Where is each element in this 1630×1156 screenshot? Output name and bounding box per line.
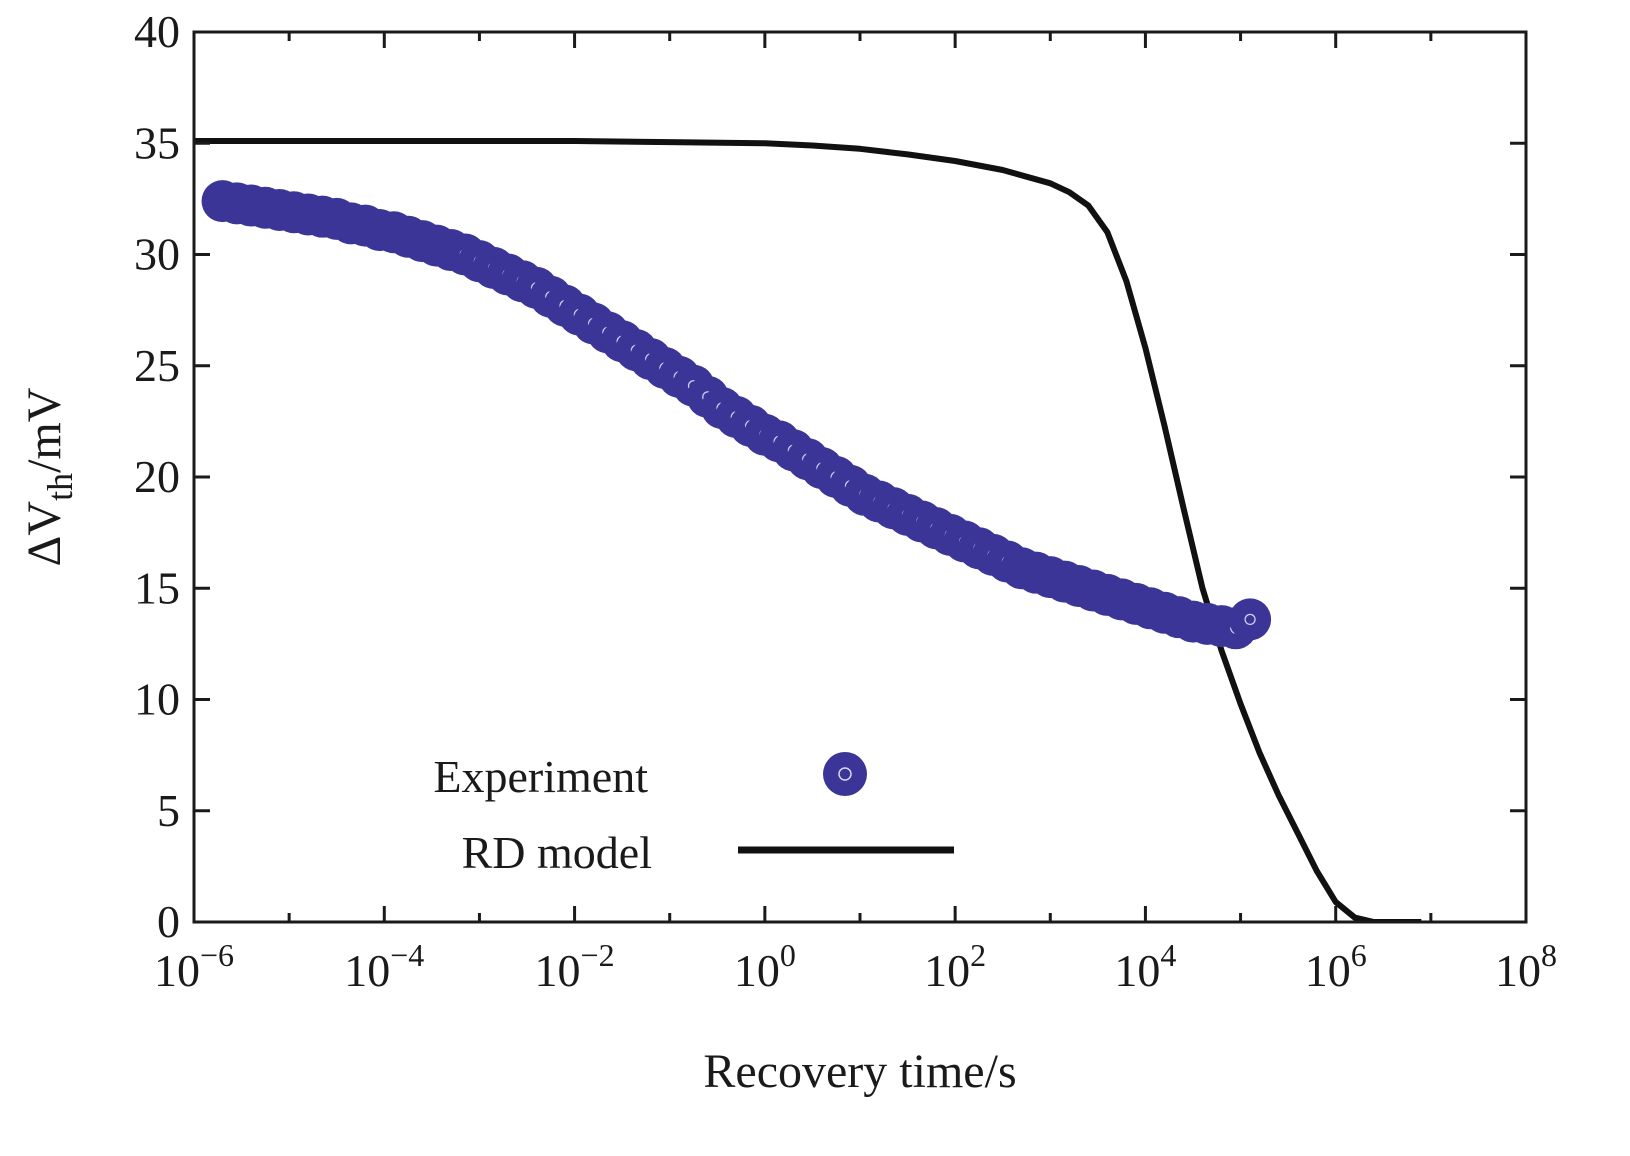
x-tick-label-exponent: −6	[200, 937, 234, 973]
legend-label-rd-model: RD model	[462, 827, 652, 878]
x-tick-label: 108	[1495, 937, 1557, 996]
x-tick-label-exponent: 8	[1541, 937, 1557, 973]
x-tick-label: 10−2	[535, 937, 615, 996]
legend-label-experiment: Experiment	[433, 751, 648, 802]
x-tick-label: 10−4	[344, 937, 424, 996]
y-tick-label: 0	[157, 896, 180, 947]
x-tick-label-base: 10	[1495, 945, 1541, 996]
x-tick-label: 106	[1305, 937, 1367, 996]
x-tick-label-base: 10	[1305, 945, 1351, 996]
experiment-point-highlight	[1244, 613, 1256, 626]
x-tick-label-base: 10	[154, 945, 200, 996]
y-axis-label-subscript: th	[40, 473, 80, 501]
y-axis-label: ΔVth/mV	[18, 387, 80, 566]
legend: Experiment RD model	[433, 751, 954, 878]
y-tick-label: 20	[134, 451, 180, 502]
x-tick-label-base: 10	[924, 945, 970, 996]
x-tick-label-exponent: 6	[1351, 937, 1367, 973]
x-tick-label: 104	[1114, 937, 1176, 996]
x-tick-labels: 10−6 10−4 10−2 100 102 104 106 108	[154, 937, 1557, 996]
y-axis-label-suffix: /mV	[18, 387, 71, 473]
x-tick-label-exponent: 0	[780, 937, 796, 973]
y-tick-label: 30	[134, 229, 180, 280]
y-axis-label-prefix: ΔV	[18, 501, 71, 567]
y-tick-label: 25	[134, 340, 180, 391]
x-tick-label-exponent: 4	[1160, 937, 1176, 973]
plot-area	[194, 138, 1422, 922]
x-axis-label: Recovery time/s	[703, 1045, 1016, 1098]
x-tick-label: 102	[924, 937, 986, 996]
x-tick-label: 100	[734, 937, 796, 996]
x-tick-label-base: 10	[344, 945, 390, 996]
x-tick-label-base: 10	[734, 945, 780, 996]
legend-marker-experiment	[823, 752, 867, 796]
x-tick-label-exponent: −2	[581, 937, 615, 973]
x-tick-label-exponent: −4	[390, 937, 424, 973]
y-tick-label: 15	[134, 562, 180, 613]
y-tick-labels: 0 5 10 15 20 25 30 35 40	[134, 6, 180, 947]
rd-model-line	[194, 138, 1422, 922]
y-tick-label: 10	[134, 674, 180, 725]
y-tick-label: 40	[134, 6, 180, 57]
x-tick-label-base: 10	[1114, 945, 1160, 996]
y-tick-label: 35	[134, 117, 180, 168]
x-tick-label-base: 10	[535, 945, 581, 996]
x-tick-label-exponent: 2	[970, 937, 986, 973]
y-tick-label: 5	[157, 785, 180, 836]
legend-marker-experiment-highlight	[838, 767, 852, 781]
axis-ticks	[192, 30, 1528, 924]
x-tick-label: 10−6	[154, 937, 234, 996]
experiment-point	[1229, 598, 1272, 641]
